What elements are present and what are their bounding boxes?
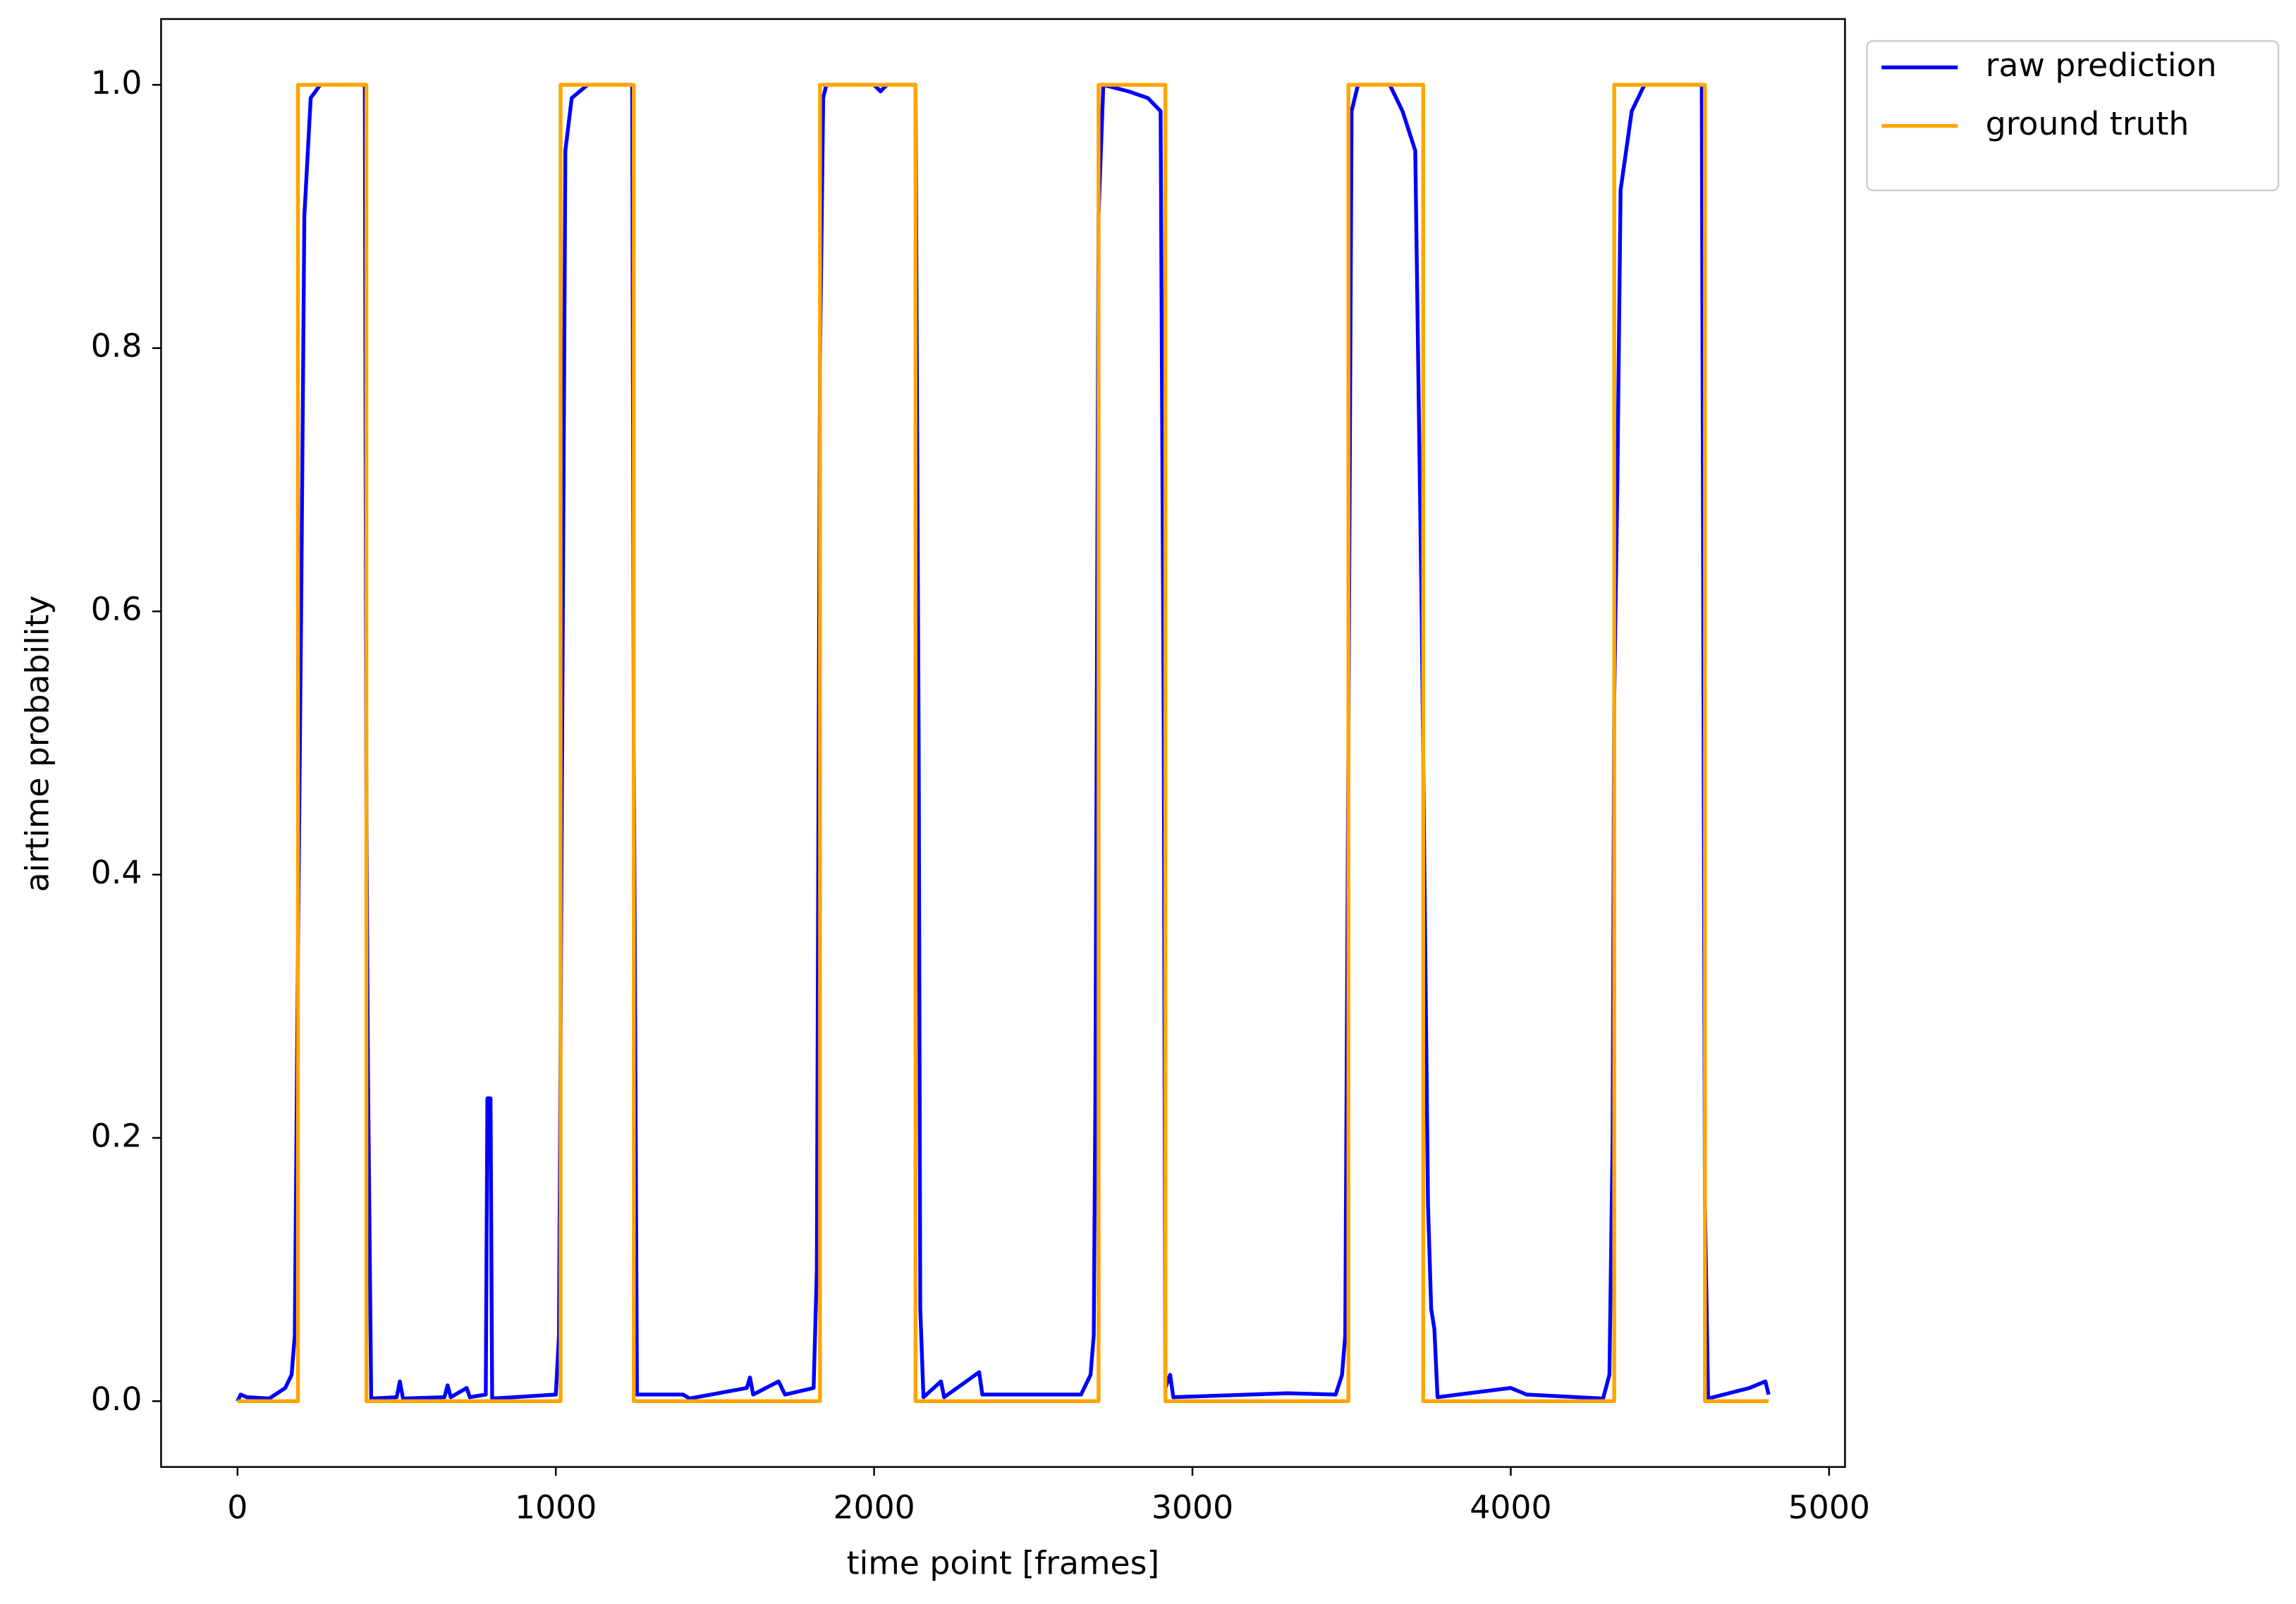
x-tick-label: 5000 — [1788, 1488, 1870, 1526]
y-axis-label: airtime probability — [19, 595, 56, 892]
x-tick-label: 4000 — [1470, 1488, 1551, 1526]
x-axis-label: time point [frames] — [847, 1544, 1160, 1581]
plot-frame — [160, 18, 1846, 1468]
legend-label: raw prediction — [1986, 47, 2217, 84]
y-tick-label: 0.4 — [91, 854, 142, 891]
x-tick-label: 3000 — [1152, 1488, 1233, 1526]
legend-box — [1866, 39, 2280, 192]
x-tick-label: 2000 — [833, 1488, 915, 1526]
y-tick-label: 1.0 — [91, 64, 142, 102]
y-tick-label: 0.2 — [91, 1117, 142, 1154]
x-tick-label: 0 — [227, 1488, 248, 1526]
y-tick-label: 0.0 — [91, 1380, 142, 1418]
y-tick-label: 0.8 — [91, 327, 142, 365]
y-tick-label: 0.6 — [91, 591, 142, 628]
data-line — [237, 82, 1769, 1404]
legend-label: ground truth — [1986, 105, 2190, 142]
x-tick-label: 1000 — [515, 1488, 597, 1526]
